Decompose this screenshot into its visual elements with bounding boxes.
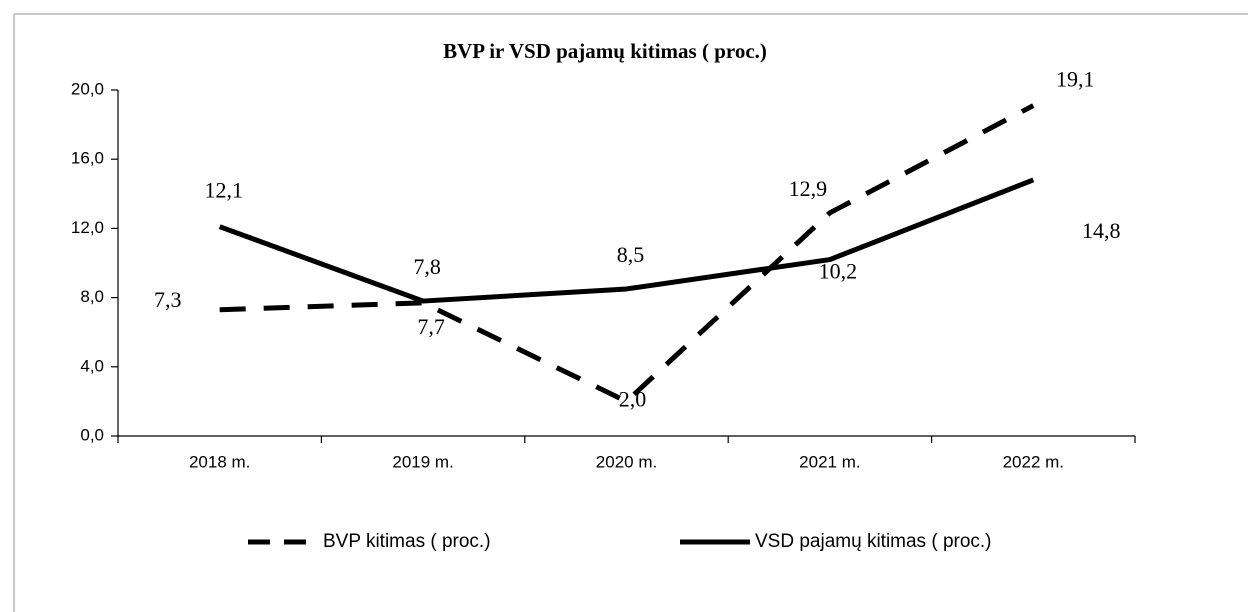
- x-tick-label: 2020 m.: [596, 452, 657, 471]
- y-tick-label: 20,0: [71, 79, 104, 98]
- data-label: 2,0: [619, 386, 647, 411]
- legend-label: BVP kitimas ( proc.): [323, 531, 491, 552]
- line-series: [219, 103, 1035, 404]
- y-tick-label: 4,0: [80, 356, 104, 375]
- data-label: 19,1: [1056, 67, 1095, 92]
- data-label: 12,1: [204, 178, 243, 203]
- data-label: 7,3: [154, 287, 182, 312]
- data-label: 14,8: [1082, 218, 1121, 243]
- data-label: 8,5: [617, 242, 645, 267]
- y-tick-label: 8,0: [80, 287, 104, 306]
- data-label: 7,8: [413, 254, 441, 279]
- x-tick-label: 2018 m.: [189, 452, 250, 471]
- data-label: 7,7: [417, 314, 445, 339]
- x-tick-label: 2022 m.: [1003, 452, 1064, 471]
- y-tick-label: 0,0: [80, 425, 104, 444]
- y-tick-label: 12,0: [71, 218, 104, 237]
- x-tick-label: 2019 m.: [392, 452, 453, 471]
- x-tick-label: 2021 m.: [799, 452, 860, 471]
- data-label: 10,2: [819, 259, 858, 284]
- y-tick-label: 16,0: [71, 149, 104, 168]
- chart-title: BVP ir VSD pajamų kitimas ( proc.): [443, 39, 767, 63]
- line-series: [218, 177, 1035, 304]
- legend-label: VSD pajamų kitimas ( proc.): [755, 531, 992, 552]
- data-label: 12,9: [789, 176, 828, 201]
